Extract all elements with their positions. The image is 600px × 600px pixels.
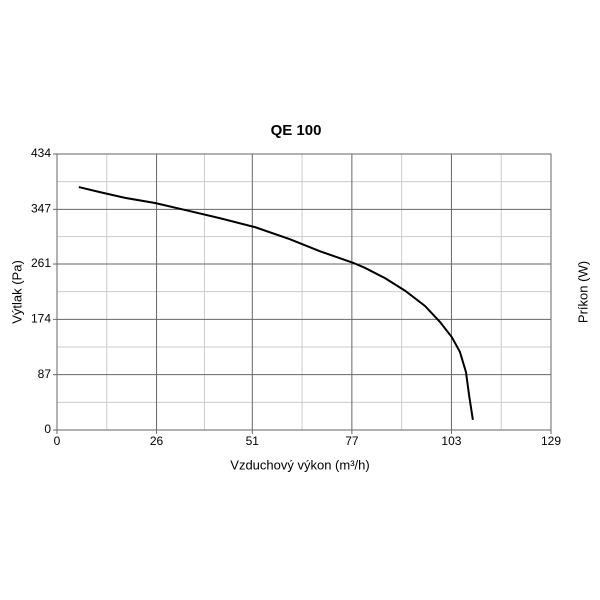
y2-axis-label: Príkon (W) xyxy=(575,261,590,323)
y-tick-label: 261 xyxy=(31,256,51,270)
plot-frame xyxy=(56,153,552,431)
y-axis-label: Výtlak (Pa) xyxy=(9,260,24,324)
line-series xyxy=(78,186,474,420)
x-tick-label: 77 xyxy=(345,434,359,448)
x-tick-label: 51 xyxy=(246,434,260,448)
y-tick-label: 174 xyxy=(31,312,51,326)
y-tick-label: 434 xyxy=(31,146,51,160)
x-tick-label: 129 xyxy=(541,434,561,448)
y-tick-label: 87 xyxy=(38,367,52,381)
chart-title: QE 100 xyxy=(271,122,322,139)
y-tick-label: 0 xyxy=(44,422,51,436)
x-axis-label: Vzduchový výkon (m³/h) xyxy=(230,457,369,472)
x-tick-label: 103 xyxy=(441,434,461,448)
x-tick-label: 26 xyxy=(150,434,164,448)
x-tick-label: 0 xyxy=(54,434,61,448)
y-tick-label: 347 xyxy=(31,201,51,215)
